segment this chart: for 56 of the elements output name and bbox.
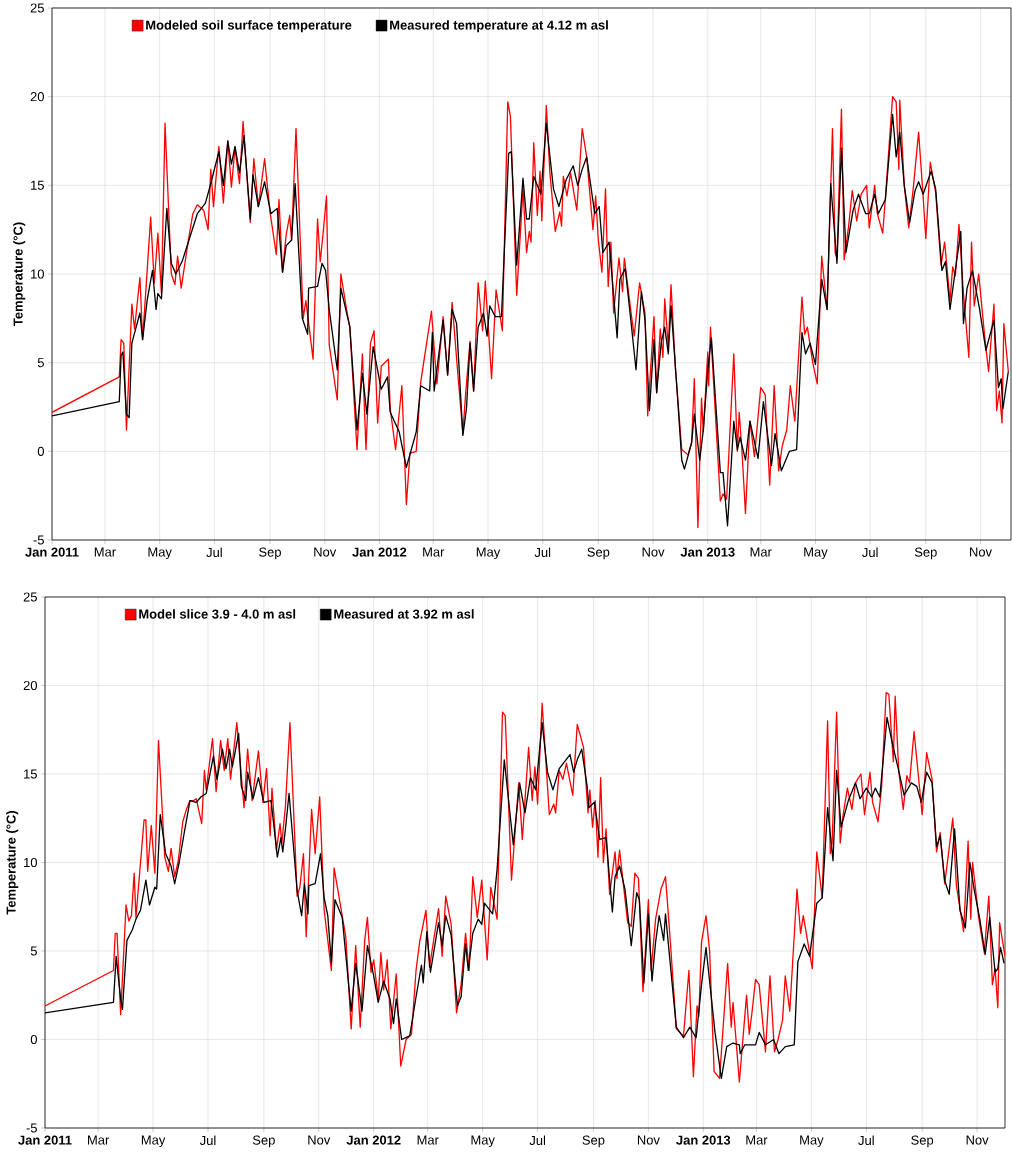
x-tick-label: May xyxy=(148,547,172,560)
x-tick-label: Sep xyxy=(252,1135,275,1148)
x-tick-label: Jul xyxy=(206,547,222,558)
y-tick-label: 25 xyxy=(30,3,44,13)
x-tick-label: Jan 2011 xyxy=(18,1135,72,1145)
y-axis-title: Temperature (°C) xyxy=(6,811,19,915)
y-tick-label: 15 xyxy=(31,180,44,190)
x-tick-label: Nov xyxy=(966,1135,989,1145)
x-tick-label: Nov xyxy=(970,547,992,557)
y-tick-label: 0 xyxy=(30,1034,37,1045)
x-tick-label: Jan 2012 xyxy=(352,547,407,557)
y-axis-title: Temperature (°C) xyxy=(13,222,26,326)
x-tick-label: May xyxy=(804,547,828,560)
x-tick-label: Nov xyxy=(637,1135,660,1145)
x-tick-label: Mar xyxy=(746,1135,768,1145)
x-tick-label: Sep xyxy=(259,547,281,560)
x-tick-label: Nov xyxy=(642,547,665,557)
legend-label: Model slice 3.9 - 4.0 m asl xyxy=(139,609,296,619)
x-tick-label: Nov xyxy=(314,547,337,557)
y-tick-label: 10 xyxy=(24,857,37,868)
x-tick-label: Mar xyxy=(94,547,116,557)
x-tick-label: Sep xyxy=(587,547,610,560)
legend-label: Measured at 3.92 m asl xyxy=(334,609,474,619)
x-tick-label: May xyxy=(800,1135,824,1148)
x-tick-label: May xyxy=(471,1135,495,1148)
x-tick-label: Sep xyxy=(914,547,937,560)
x-tick-label: Mar xyxy=(750,547,772,557)
x-tick-label: Sep xyxy=(911,1135,934,1148)
x-tick-label: Jul xyxy=(199,1135,216,1146)
x-tick-label: Jan 2013 xyxy=(676,1135,731,1145)
x-tick-label: Jul xyxy=(862,547,878,558)
x-tick-label: May xyxy=(141,1135,166,1148)
x-tick-label: Jul xyxy=(858,1135,874,1146)
y-tick-label: 15 xyxy=(24,769,37,779)
x-tick-label: Jan 2012 xyxy=(346,1135,401,1145)
y-tick-label: -5 xyxy=(33,535,44,545)
y-tick-label: 5 xyxy=(37,358,44,368)
x-tick-label: Jan 2013 xyxy=(680,547,735,557)
y-tick-label: 20 xyxy=(30,92,44,102)
y-tick-label: 5 xyxy=(30,946,37,956)
x-tick-label: Jan 2011 xyxy=(25,547,79,557)
legend-label: Modeled soil surface temperature xyxy=(146,20,352,33)
x-tick-label: Nov xyxy=(308,1135,331,1145)
y-tick-label: 25 xyxy=(23,592,37,602)
x-tick-label: Mar xyxy=(417,1135,439,1145)
x-tick-label: Mar xyxy=(88,1135,110,1145)
x-tick-label: May xyxy=(476,547,501,560)
x-tick-label: Jul xyxy=(534,547,551,558)
y-tick-label: 10 xyxy=(31,269,44,279)
x-tick-label: Sep xyxy=(582,1135,605,1148)
x-tick-label: Mar xyxy=(423,547,445,557)
y-tick-label: 20 xyxy=(23,680,37,691)
y-tick-label: -5 xyxy=(26,1123,37,1133)
x-tick-label: Jul xyxy=(529,1135,546,1146)
legend-label: Measured temperature at 4.12 m asl xyxy=(390,20,608,33)
y-tick-label: 0 xyxy=(37,446,44,456)
